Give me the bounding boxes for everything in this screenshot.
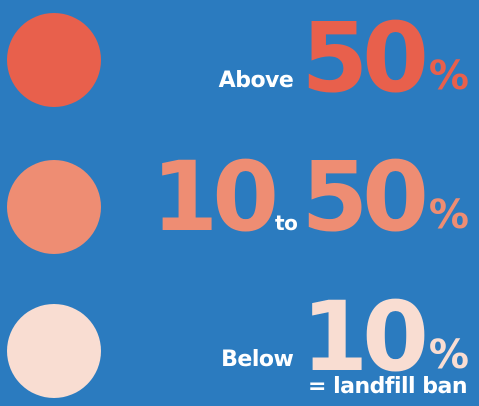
range-connector: to [275,210,298,235]
range-percent-sign: % [428,191,469,238]
below-label: Below [221,346,294,372]
legend-row-above-50: Above 50 % [218,2,469,114]
swatch-above-50 [7,13,101,107]
above-label: Above [218,67,294,93]
swatch-below-10 [7,304,101,398]
swatch-10-to-50 [7,160,101,254]
landfill-ban-note: = landfill ban [308,374,468,399]
range-low-value: 10 [151,141,279,253]
above-value: 50 [301,2,429,114]
below-percent-sign: % [428,331,469,378]
legend-row-10-to-50: 10 to 50 % [151,141,469,253]
range-high-value: 50 [301,141,429,253]
below-value: 10 [301,281,429,393]
legend-row-below-10: Below 10 % [221,281,469,393]
above-percent-sign: % [428,52,469,99]
